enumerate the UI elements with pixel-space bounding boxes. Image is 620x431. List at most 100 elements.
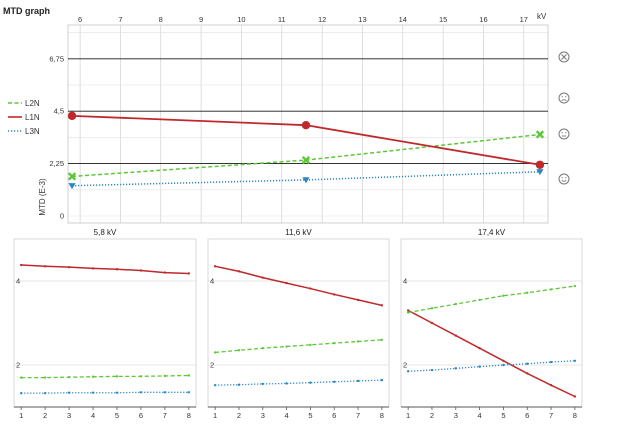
- panel-data-point-l2n: [91, 375, 95, 378]
- panel-data-point-l1n: [19, 263, 23, 267]
- panel-data-point-l3n: [261, 382, 264, 386]
- neutral-face-icon: [558, 128, 570, 140]
- panel-data-point-l3n: [285, 382, 288, 385]
- panel-x-tick-label: 1: [406, 411, 410, 420]
- panel-title: 11,6 kV: [285, 228, 312, 237]
- main-x-tick-label: 10: [237, 15, 245, 24]
- panel-data-point-l1n: [163, 271, 167, 274]
- panel-data-point-l3n: [478, 365, 481, 368]
- main-x-tick-label: 17: [520, 15, 528, 24]
- panel-data-point-l1n: [309, 287, 312, 290]
- panel-series-line-l2n: [215, 339, 382, 354]
- data-point-l3n: [68, 183, 76, 190]
- panel-data-point-l3n: [213, 383, 217, 387]
- panel-x-tick-label: 4: [285, 411, 289, 420]
- smile-face-icon: [558, 173, 570, 185]
- panel-data-point-l3n: [187, 391, 191, 394]
- panel-series-line-l1n: [407, 309, 576, 398]
- panel-plot-border: [400, 238, 583, 408]
- panel-x-tick-label: 2: [237, 411, 241, 420]
- panel-x-tick-label: 3: [67, 411, 71, 420]
- panel-data-point-l3n: [380, 378, 384, 382]
- panel-data-point-l1n: [333, 293, 336, 296]
- panel-x-tick-label: 1: [213, 411, 217, 420]
- main-x-tick-label: 7: [118, 15, 122, 24]
- panel-data-point-l3n: [454, 367, 457, 370]
- panel-x-tick-label: 2: [430, 411, 434, 420]
- panel-data-point-l2n: [454, 302, 457, 306]
- main-y-tick-label: 4,5: [54, 107, 64, 116]
- panel-x-tick-label: 3: [454, 411, 458, 420]
- panel-title: 5,8 kV: [94, 228, 117, 237]
- panel-data-point-l3n: [19, 391, 23, 395]
- main-x-tick-label: 8: [159, 15, 163, 24]
- panel-17-4kv: 17,4 kV 2 4 1 2 3 4 5 6 7 8: [400, 228, 583, 420]
- panel-data-point-l2n: [261, 347, 264, 350]
- panel-data-point-l1n: [573, 395, 577, 398]
- sad-face-icon: [558, 92, 570, 104]
- panel-title: 17,4 kV: [478, 228, 506, 237]
- panel-data-point-l1n: [285, 281, 288, 285]
- panel-data-point-l3n: [163, 391, 167, 394]
- panel-data-point-l2n: [309, 343, 312, 347]
- panel-data-point-l3n: [573, 359, 577, 362]
- panel-series-line-l3n: [21, 391, 189, 394]
- panel-y-tick-label: 4: [16, 277, 20, 286]
- data-point-l2n: [535, 130, 545, 139]
- panel-data-point-l1n: [478, 347, 481, 350]
- panel-data-point-l1n: [430, 321, 434, 325]
- panel-x-tick-label: 5: [501, 411, 505, 420]
- panel-plot-border: [13, 238, 197, 408]
- main-x-tick-label: 13: [358, 15, 366, 24]
- panel-data-point-l1n: [115, 268, 119, 271]
- panel-data-point-l3n: [333, 380, 336, 383]
- data-point-l1n: [67, 111, 77, 121]
- panel-y-tick-label: 4: [403, 277, 407, 286]
- panel-data-point-l3n: [406, 370, 410, 373]
- panel-11-6kv: 11,6 kV 2 4 1 2 3 4 5 6 7 8: [207, 228, 390, 420]
- panel-data-point-l1n: [213, 265, 217, 268]
- main-plot-border: [67, 24, 549, 224]
- series-line-l2n: [71, 133, 541, 178]
- panel-data-point-l2n: [67, 375, 71, 379]
- panel-data-point-l1n: [380, 304, 384, 307]
- panel-data-point-l2n: [19, 376, 23, 379]
- panel-y-tick-label: 2: [16, 361, 20, 370]
- panel-data-point-l2n: [406, 311, 410, 314]
- status-icons: [558, 51, 570, 185]
- main-legend: L2N L1N L3N: [8, 99, 40, 136]
- data-point-l1n: [535, 160, 545, 169]
- panel-data-point-l2n: [526, 291, 529, 294]
- data-point-l3n: [536, 169, 544, 176]
- panel-data-point-l2n: [502, 294, 505, 297]
- main-y-tick-label: 2,25: [49, 159, 64, 168]
- panel-data-point-l2n: [356, 340, 360, 343]
- panel-x-tick-label: 7: [549, 411, 553, 420]
- panel-x-tick-label: 6: [139, 411, 143, 420]
- panel-data-point-l3n: [430, 368, 434, 372]
- panel-data-point-l3n: [526, 362, 529, 365]
- main-y-tick-label: 0: [60, 212, 64, 221]
- main-y-axis-label: MTD (E-3): [38, 178, 47, 216]
- panel-data-point-l2n: [43, 376, 47, 379]
- panel-series-line-l2n: [21, 374, 189, 379]
- legend-label-l2n: L2N: [25, 99, 40, 108]
- panel-x-tick-label: 2: [43, 411, 47, 420]
- legend-label-l1n: L1N: [25, 113, 40, 122]
- main-x-tick-label: 11: [278, 15, 286, 24]
- panel-data-point-l3n: [91, 391, 95, 394]
- panel-series-line-l1n: [214, 265, 383, 307]
- panel-data-point-l1n: [187, 272, 191, 275]
- panel-series-line-l2n: [408, 285, 575, 314]
- panel-y-tick-label: 4: [210, 277, 214, 286]
- legend-label-l3n: L3N: [25, 127, 40, 136]
- panel-data-point-l3n: [502, 363, 505, 367]
- circle-x-icon: [558, 51, 570, 63]
- main-x-tick-label: 6: [78, 15, 82, 24]
- panel-data-point-l2n: [573, 284, 577, 288]
- panel-data-point-l1n: [526, 372, 529, 375]
- panel-x-tick-label: 8: [573, 411, 577, 420]
- panel-series-line-l3n: [215, 379, 382, 386]
- panel-data-point-l2n: [549, 288, 553, 291]
